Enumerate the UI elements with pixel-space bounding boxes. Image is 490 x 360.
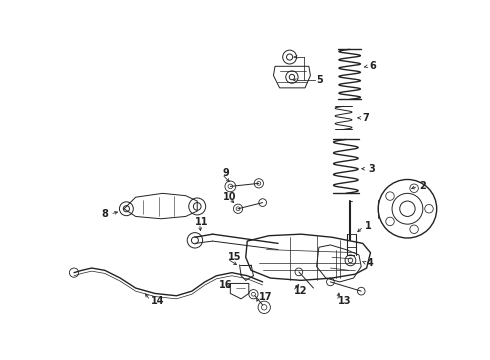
Text: 9: 9 bbox=[222, 167, 229, 177]
Text: 14: 14 bbox=[151, 296, 165, 306]
Text: 3: 3 bbox=[368, 164, 375, 174]
Text: 16: 16 bbox=[219, 280, 232, 290]
Text: 15: 15 bbox=[228, 252, 242, 262]
Text: 6: 6 bbox=[369, 61, 376, 71]
Text: 12: 12 bbox=[294, 286, 307, 296]
Text: 5: 5 bbox=[317, 75, 323, 85]
Text: 13: 13 bbox=[338, 296, 352, 306]
Text: 2: 2 bbox=[419, 181, 426, 191]
Text: 11: 11 bbox=[195, 217, 208, 227]
Text: 10: 10 bbox=[222, 192, 236, 202]
Text: 17: 17 bbox=[259, 292, 272, 302]
Text: 7: 7 bbox=[363, 113, 369, 123]
Text: 1: 1 bbox=[365, 221, 372, 231]
Text: 8: 8 bbox=[102, 209, 109, 219]
Text: 4: 4 bbox=[367, 258, 373, 267]
